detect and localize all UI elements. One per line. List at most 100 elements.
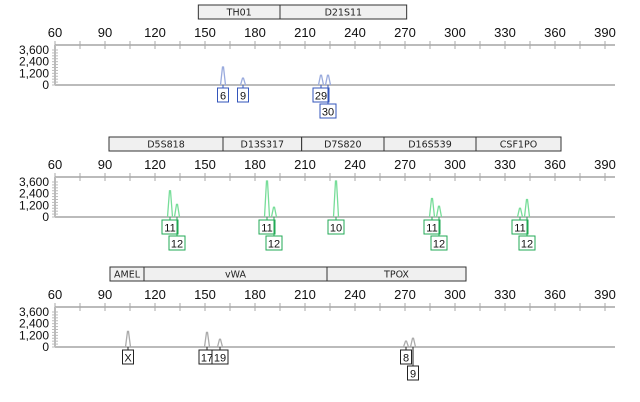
allele-label: 11 [261, 223, 272, 235]
x-tick-label: 60 [48, 25, 62, 40]
x-tick-label: 180 [244, 157, 266, 172]
allele-label: 29 [315, 91, 327, 103]
peak [324, 74, 332, 86]
x-tick-label: 240 [344, 287, 366, 302]
locus-label: D7S820 [324, 140, 362, 151]
allele-label-box [312, 87, 330, 103]
peak [239, 77, 247, 86]
locus-label: CSF1PO [500, 140, 537, 151]
peak [332, 180, 340, 218]
y-tick-label: 3,600 [19, 305, 49, 319]
peak [203, 331, 211, 348]
peak [516, 207, 524, 218]
x-tick-label: 120 [144, 25, 166, 40]
locus-label: D21S11 [325, 8, 363, 19]
allele-label-box [168, 235, 186, 251]
x-tick-label: 120 [144, 287, 166, 302]
x-tick-label: 210 [294, 25, 316, 40]
x-tick-label: 180 [244, 25, 266, 40]
y-tick-label: 3,600 [19, 175, 49, 189]
x-tick-label: 150 [194, 157, 216, 172]
allele-label-box [423, 219, 441, 235]
allele-label: 12 [268, 239, 280, 251]
y-tick-label: 2,400 [19, 317, 49, 331]
x-tick-label: 90 [98, 25, 112, 40]
peak [402, 340, 410, 348]
x-tick-label: 360 [544, 157, 566, 172]
allele-label-box [327, 219, 345, 235]
locus-label: AMEL [114, 270, 141, 281]
allele-label: 12 [521, 239, 533, 251]
peak [124, 330, 132, 348]
allele-label: 9 [240, 91, 246, 103]
allele-label-box [518, 235, 536, 251]
allele-label: 9 [410, 369, 416, 381]
x-tick-label: 240 [344, 25, 366, 40]
allele-label: 19 [214, 353, 226, 365]
y-tick-label: 2,400 [19, 55, 49, 69]
x-tick-label: 330 [494, 287, 516, 302]
peak [219, 66, 227, 86]
allele-label: 12 [171, 239, 183, 251]
peak [428, 197, 436, 218]
allele-label-box [122, 349, 134, 365]
locus-box [279, 4, 408, 20]
allele-label-box [161, 219, 179, 235]
x-tick-label: 300 [444, 287, 466, 302]
x-tick-label: 90 [98, 287, 112, 302]
locus-box [475, 136, 562, 152]
peak [270, 206, 278, 218]
allele-label-box [258, 219, 276, 235]
y-tick-label: 1,200 [19, 66, 49, 80]
x-tick-label: 360 [544, 287, 566, 302]
panel-2: D5S818 D13S317 D7S820 D16S539 CSF1PO 60 90 120 1… [19, 136, 616, 251]
allele-label-box [511, 219, 529, 235]
x-tick-label: 240 [344, 157, 366, 172]
peak [409, 337, 417, 348]
locus-label: D16S539 [408, 140, 452, 151]
allele-label-box [237, 87, 249, 103]
allele-label-box [430, 235, 448, 251]
allele-label: 12 [433, 239, 445, 251]
peak [523, 198, 531, 218]
x-tick-label: 390 [594, 157, 616, 172]
allele-label: 11 [164, 223, 175, 235]
allele-label-box [407, 365, 419, 381]
peak [317, 74, 325, 86]
locus-label: D13S317 [241, 140, 285, 151]
allele-label: 11 [514, 223, 525, 235]
peak [166, 190, 174, 218]
locus-label: vWA [225, 270, 246, 281]
x-tick-label: 150 [194, 25, 216, 40]
x-tick-label: 120 [144, 157, 166, 172]
x-tick-label: 270 [394, 25, 416, 40]
y-tick-label: 2,400 [19, 187, 49, 201]
allele-label: 11 [426, 223, 437, 235]
panel-3: AMEL vWA TPOX 60 90 120 150 180 210 240 270 300 330 3… [19, 266, 616, 381]
y-tick-label: 3,600 [19, 43, 49, 57]
allele-label: 30 [322, 107, 334, 119]
locus-label: TPOX [383, 270, 409, 281]
y-tick-label: 1,200 [19, 328, 49, 342]
y-tick-label: 0 [42, 78, 49, 92]
peak [216, 338, 224, 348]
x-tick-label: 180 [244, 287, 266, 302]
x-tick-label: 60 [48, 157, 62, 172]
x-tick-label: 60 [48, 287, 62, 302]
x-tick-label: 210 [294, 287, 316, 302]
allele-label-box [400, 349, 412, 365]
peak [263, 180, 271, 218]
allele-label: 8 [403, 353, 409, 365]
x-tick-label: 330 [494, 25, 516, 40]
y-tick-label: 1,200 [19, 198, 49, 212]
x-tick-label: 150 [194, 287, 216, 302]
locus-label: TH01 [226, 8, 252, 19]
locus-label: D5S818 [147, 140, 185, 151]
x-tick-label: 270 [394, 287, 416, 302]
peak [173, 203, 181, 218]
peak [435, 205, 443, 218]
allele-label: 6 [220, 91, 226, 103]
x-tick-label: 360 [544, 25, 566, 40]
x-tick-label: 90 [98, 157, 112, 172]
